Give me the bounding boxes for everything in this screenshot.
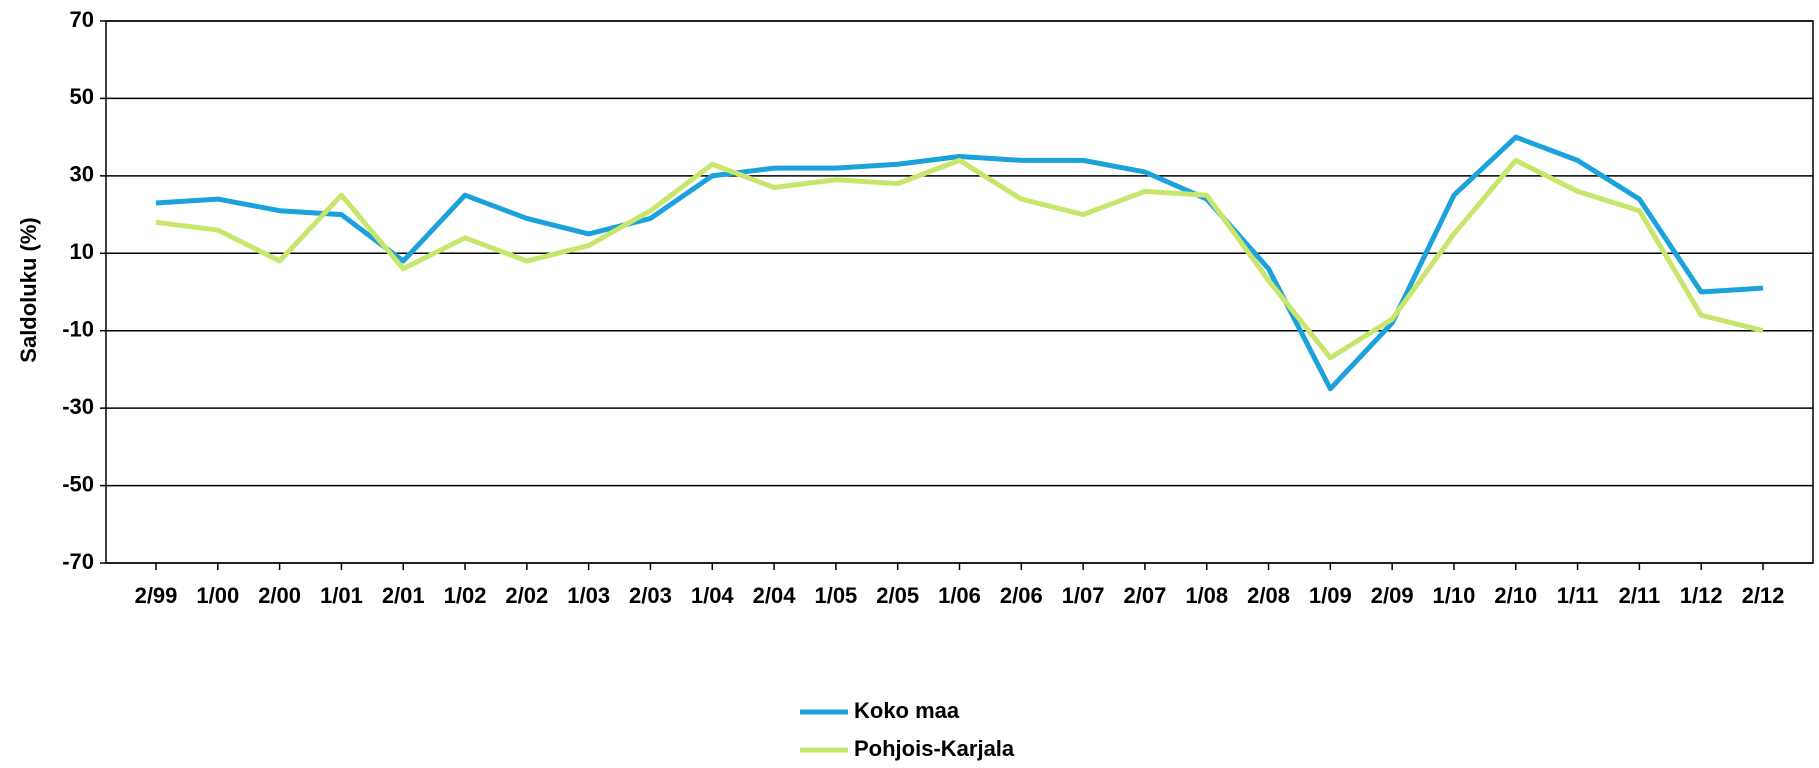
x-tick-label: 1/06 — [938, 583, 981, 608]
x-tick-label: 2/11 — [1619, 583, 1661, 608]
x-tick-label: 1/02 — [444, 583, 487, 608]
legend-label: Koko maa — [854, 698, 960, 723]
x-tick-label: 2/12 — [1742, 583, 1785, 608]
y-axis-label: Saldoluku (%) — [16, 217, 41, 362]
x-tick-label: 2/99 — [135, 583, 178, 608]
y-tick-label: 50 — [70, 84, 94, 109]
y-tick-label: -50 — [62, 471, 94, 496]
x-tick-label: 1/04 — [691, 583, 735, 608]
x-tick-label: 2/02 — [505, 583, 548, 608]
x-tick-label: 2/05 — [876, 583, 919, 608]
y-tick-label: 30 — [70, 162, 94, 187]
y-tick-label: -30 — [62, 394, 94, 419]
x-tick-label: 2/09 — [1371, 583, 1414, 608]
x-tick-label: 1/00 — [196, 583, 239, 608]
x-tick-label: 1/09 — [1309, 583, 1352, 608]
x-tick-label: 2/00 — [258, 583, 301, 608]
x-tick-label: 1/07 — [1062, 583, 1105, 608]
x-tick-label: 2/08 — [1247, 583, 1290, 608]
x-tick-label: 1/10 — [1433, 583, 1476, 608]
line-series — [155, 157, 1764, 361]
x-tick-label: 1/03 — [567, 583, 610, 608]
x-tick-label: 1/08 — [1185, 583, 1228, 608]
x-tick-label: 2/10 — [1494, 583, 1537, 608]
line-series — [155, 134, 1764, 392]
y-tick-label: -10 — [62, 317, 94, 342]
y-tick-label: 10 — [70, 239, 94, 264]
y-tick-label: 70 — [70, 7, 94, 32]
x-tick-label: 2/03 — [629, 583, 672, 608]
x-tick-label: 1/05 — [814, 583, 857, 608]
legend-label: Pohjois-Karjala — [854, 736, 1015, 761]
x-tick-label: 2/06 — [1000, 583, 1043, 608]
x-tick-label: 1/11 — [1557, 583, 1599, 608]
x-tick-label: 2/07 — [1124, 583, 1167, 608]
x-tick-label: 2/01 — [382, 583, 425, 608]
y-tick-label: -70 — [62, 549, 94, 574]
x-tick-label: 1/01 — [320, 583, 363, 608]
plot-frame — [105, 20, 1814, 564]
x-tick-label: 2/04 — [753, 583, 797, 608]
x-tick-label: 1/12 — [1680, 583, 1723, 608]
